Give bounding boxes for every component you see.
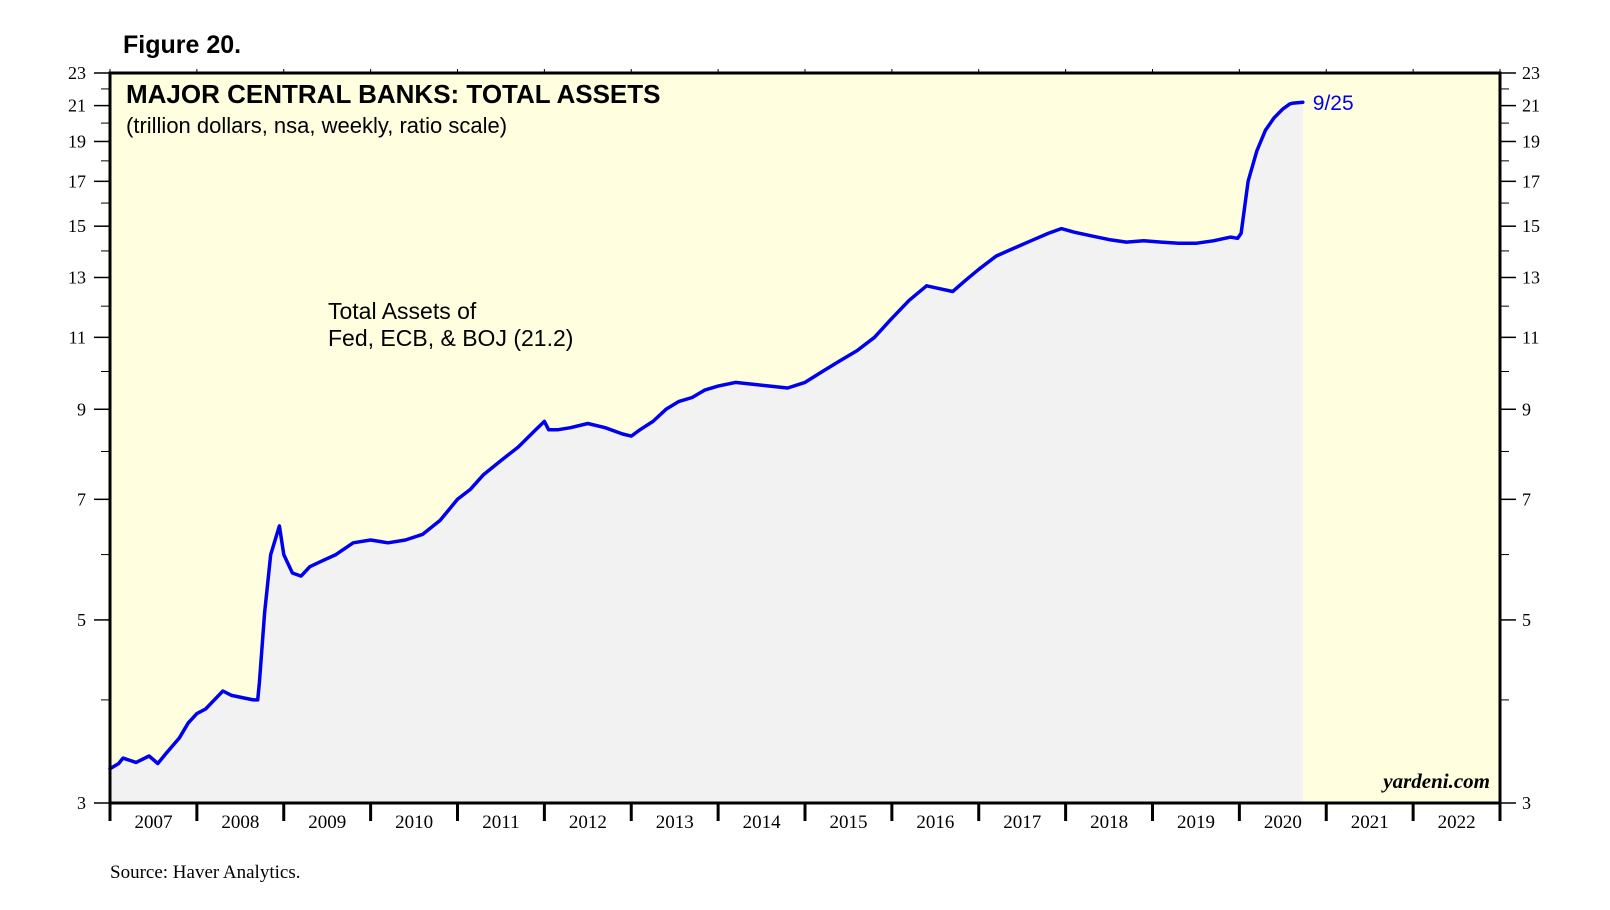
- x-tick-label: 2022: [1438, 812, 1476, 833]
- x-tick-label: 2016: [916, 812, 954, 833]
- end-date-label: 9/25: [1313, 92, 1354, 115]
- chart-title: MAJOR CENTRAL BANKS: TOTAL ASSETS: [126, 79, 660, 109]
- y-tick-label-left: 11: [69, 327, 86, 347]
- x-tick-label: 2008: [221, 812, 259, 833]
- series-annotation-line-1: Total Assets of: [328, 298, 477, 324]
- source-note: Source: Haver Analytics.: [110, 862, 300, 883]
- y-tick-label-left: 5: [77, 610, 86, 630]
- y-tick-label-right: 7: [1522, 489, 1531, 509]
- y-tick-label-right: 5: [1522, 610, 1531, 630]
- x-tick-label: 2012: [569, 812, 607, 833]
- y-tick-label-left: 21: [68, 96, 86, 116]
- x-tick-label: 2011: [482, 812, 519, 833]
- series-line: [108, 100, 1305, 771]
- series-annotation-line-2: Fed, ECB, & BOJ (21.2): [328, 325, 573, 351]
- figure-label: Figure 20.: [123, 31, 241, 59]
- y-tick-label-left: 7: [77, 489, 86, 509]
- y-tick-label-right: 15: [1522, 216, 1540, 236]
- y-tick-label-left: 23: [68, 63, 86, 83]
- chart-subtitle: (trillion dollars, nsa, weekly, ratio sc…: [126, 113, 507, 138]
- right-axis: 3 5 7 9 11 13 15 17 19 21 23: [1500, 63, 1540, 813]
- credit-label: yardeni.com: [1380, 769, 1490, 793]
- x-tick-label: 2021: [1351, 812, 1389, 833]
- x-tick-label: 2009: [308, 812, 346, 833]
- x-tick-label: 2014: [743, 812, 782, 833]
- left-axis: 3 5 7 9 11 13 15 17 19 21 23: [68, 63, 110, 813]
- x-tick-label: 2007: [134, 812, 172, 833]
- y-tick-label-left: 19: [68, 131, 86, 151]
- y-tick-label-right: 9: [1522, 399, 1531, 419]
- x-tick-label: 2018: [1090, 812, 1128, 833]
- y-tick-label-right: 11: [1522, 327, 1539, 347]
- x-tick-label: 2020: [1264, 812, 1302, 833]
- y-tick-label-right: 23: [1522, 63, 1540, 83]
- x-tick-label: 2010: [395, 812, 433, 833]
- y-tick-label-left: 9: [77, 399, 86, 419]
- y-tick-label-right: 21: [1522, 96, 1540, 116]
- x-tick-label: 2019: [1177, 812, 1215, 833]
- x-tick-label: 2017: [1003, 812, 1041, 833]
- y-tick-label-right: 3: [1522, 793, 1531, 813]
- plot-frame: [108, 71, 1502, 805]
- y-tick-label-right: 17: [1522, 171, 1540, 191]
- y-tick-label-left: 3: [77, 793, 86, 813]
- x-axis: 2007 2008 2009 2010 2011 2012 2013 2014 2015 2016…: [108, 69, 1502, 833]
- y-tick-label-left: 15: [68, 216, 86, 236]
- y-tick-label-right: 19: [1522, 131, 1540, 151]
- y-tick-label-right: 13: [1522, 267, 1540, 287]
- y-tick-label-left: 17: [68, 171, 86, 191]
- x-tick-label: 2015: [829, 812, 867, 833]
- y-tick-label-left: 13: [68, 267, 86, 287]
- x-tick-label: 2013: [656, 812, 694, 833]
- area-fill: [110, 102, 1303, 803]
